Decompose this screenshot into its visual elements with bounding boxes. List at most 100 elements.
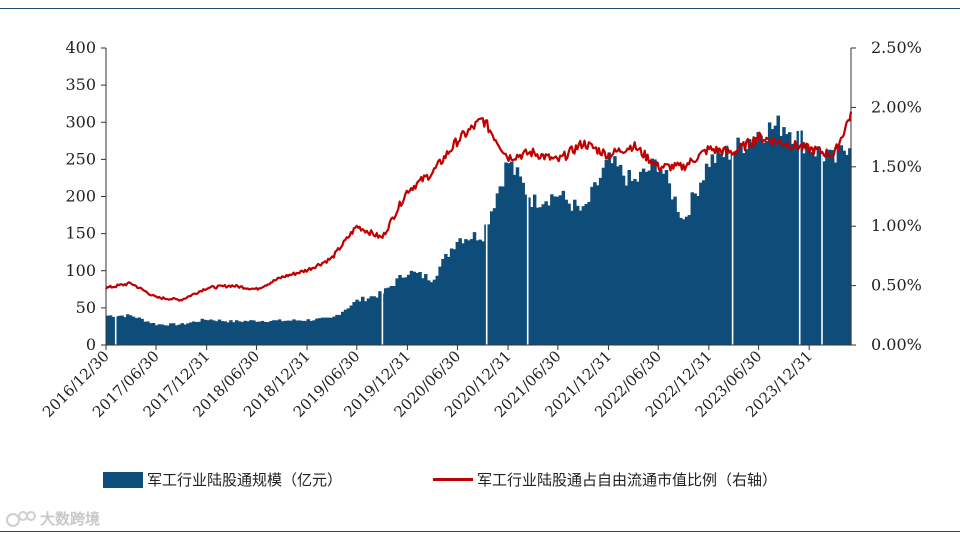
bar [753, 136, 758, 345]
bar [438, 266, 442, 345]
bar [191, 321, 196, 345]
bar [833, 162, 838, 345]
bar [332, 316, 336, 345]
bar [272, 320, 276, 345]
bar [163, 325, 167, 345]
bar [595, 185, 600, 345]
bar [200, 318, 205, 345]
bar [581, 206, 586, 345]
bar [220, 321, 225, 345]
bar [773, 125, 778, 345]
bar [650, 158, 654, 345]
bar [515, 167, 520, 345]
bar [358, 301, 362, 345]
bar [510, 161, 514, 345]
bar [174, 325, 179, 345]
bar [673, 196, 677, 345]
bar [836, 145, 841, 345]
bar [538, 207, 543, 345]
bar [624, 185, 629, 345]
bar [555, 196, 560, 345]
bar [679, 217, 683, 345]
bar [128, 315, 133, 345]
bar [647, 170, 652, 345]
bar [793, 143, 798, 345]
bar [243, 320, 248, 345]
bar [361, 296, 365, 345]
bar [329, 317, 333, 345]
bar [739, 143, 743, 345]
bar [289, 320, 293, 345]
bar [805, 143, 809, 345]
chart-canvas: 0 50 100 150 200 250 300 350 400 0.00% 0.50% 1.00% 1… [39, 38, 922, 421]
bar [828, 149, 832, 345]
bar [590, 186, 594, 345]
bar [702, 180, 706, 345]
bar [676, 211, 680, 345]
bar [346, 308, 351, 345]
bar [744, 149, 749, 345]
bar [223, 321, 227, 345]
bar [137, 317, 141, 345]
bar [825, 153, 829, 345]
bar [782, 127, 786, 345]
y-right-tick-label: 1.50% [871, 157, 922, 176]
bar [690, 192, 695, 345]
bar [687, 215, 692, 345]
bar [189, 322, 193, 345]
bar [742, 153, 746, 345]
bar [610, 163, 614, 345]
bar [564, 199, 568, 345]
bar [699, 182, 703, 345]
bar [169, 323, 173, 345]
bar [550, 194, 554, 345]
bar [383, 288, 388, 345]
ratio-line [105, 111, 853, 302]
bar [300, 320, 305, 345]
bar [126, 314, 130, 345]
bar [131, 316, 136, 345]
bar [558, 195, 563, 345]
bar [842, 150, 846, 345]
bar [335, 314, 339, 345]
bar [160, 324, 164, 345]
bar [504, 162, 508, 345]
bar [638, 171, 643, 345]
bar [429, 282, 434, 345]
bar [762, 142, 766, 345]
bar [249, 320, 253, 345]
bar [157, 324, 162, 345]
y-left-tick-label: 150 [65, 224, 96, 243]
bar [659, 169, 663, 345]
bar [822, 161, 826, 345]
bar [507, 163, 511, 345]
y-right-tick-label: 2.50% [871, 38, 922, 57]
bar [435, 275, 439, 345]
bar [320, 317, 325, 345]
bar [134, 318, 139, 345]
bar [257, 321, 262, 345]
bar [226, 322, 230, 345]
y-left-tick-label: 350 [65, 75, 96, 94]
bar [401, 277, 405, 345]
bar [366, 298, 371, 345]
bar [458, 238, 462, 345]
bar [148, 323, 153, 345]
bar [667, 183, 672, 345]
bar [412, 271, 417, 345]
bar [338, 314, 342, 345]
bar [424, 274, 428, 345]
bottom-rule [0, 531, 960, 532]
bar [426, 280, 431, 345]
bar [684, 216, 689, 345]
bar [240, 321, 245, 345]
bar [343, 309, 348, 345]
bar [733, 151, 737, 345]
bar [573, 199, 577, 345]
bar [229, 320, 233, 345]
watermark-logo-icon [6, 510, 36, 527]
bar [472, 232, 477, 345]
bar [409, 270, 414, 345]
bar [455, 241, 460, 345]
bar [389, 285, 394, 345]
